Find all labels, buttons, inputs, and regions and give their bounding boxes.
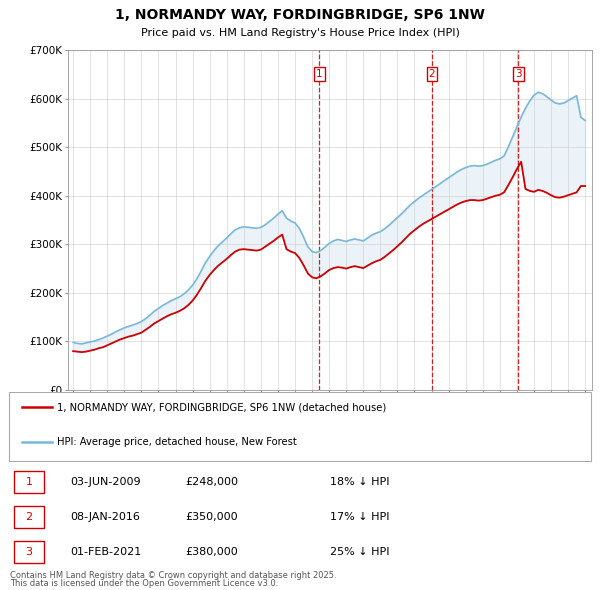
Text: Contains HM Land Registry data © Crown copyright and database right 2025.: Contains HM Land Registry data © Crown c… <box>10 572 337 581</box>
FancyBboxPatch shape <box>14 471 44 493</box>
Text: Price paid vs. HM Land Registry's House Price Index (HPI): Price paid vs. HM Land Registry's House … <box>140 28 460 38</box>
Text: 3: 3 <box>515 69 521 79</box>
Text: 3: 3 <box>25 547 32 557</box>
Text: This data is licensed under the Open Government Licence v3.0.: This data is licensed under the Open Gov… <box>10 579 278 588</box>
Text: £380,000: £380,000 <box>185 547 238 557</box>
Text: £248,000: £248,000 <box>185 477 238 487</box>
Text: 1, NORMANDY WAY, FORDINGBRIDGE, SP6 1NW (detached house): 1, NORMANDY WAY, FORDINGBRIDGE, SP6 1NW … <box>57 402 386 412</box>
Text: 01-FEB-2021: 01-FEB-2021 <box>70 547 141 557</box>
FancyBboxPatch shape <box>14 541 44 563</box>
Text: 03-JUN-2009: 03-JUN-2009 <box>70 477 140 487</box>
Text: 18% ↓ HPI: 18% ↓ HPI <box>330 477 389 487</box>
Text: 08-JAN-2016: 08-JAN-2016 <box>70 512 140 522</box>
Text: 1: 1 <box>25 477 32 487</box>
FancyBboxPatch shape <box>14 506 44 528</box>
Text: 2: 2 <box>25 512 32 522</box>
Text: 17% ↓ HPI: 17% ↓ HPI <box>330 512 389 522</box>
Text: 25% ↓ HPI: 25% ↓ HPI <box>330 547 389 557</box>
Text: £350,000: £350,000 <box>185 512 238 522</box>
Text: 1: 1 <box>316 69 323 79</box>
Text: 1, NORMANDY WAY, FORDINGBRIDGE, SP6 1NW: 1, NORMANDY WAY, FORDINGBRIDGE, SP6 1NW <box>115 8 485 22</box>
Text: 2: 2 <box>428 69 435 79</box>
FancyBboxPatch shape <box>9 392 591 461</box>
Text: HPI: Average price, detached house, New Forest: HPI: Average price, detached house, New … <box>57 437 297 447</box>
